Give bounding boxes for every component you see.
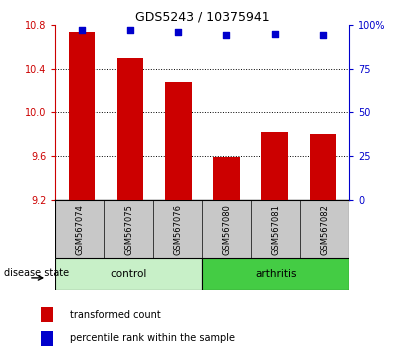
Text: transformed count: transformed count: [69, 310, 160, 320]
Text: GSM567080: GSM567080: [222, 204, 231, 255]
Text: arthritis: arthritis: [255, 269, 297, 279]
Text: GSM567074: GSM567074: [76, 204, 85, 255]
Point: [223, 33, 230, 38]
Bar: [41, 331, 53, 346]
Point: [79, 27, 85, 33]
Point: [175, 29, 182, 35]
Bar: [309, 134, 336, 200]
Point: [319, 33, 326, 38]
Bar: [69, 33, 95, 200]
Bar: [202, 258, 349, 290]
Point: [127, 27, 134, 33]
Bar: [261, 132, 288, 200]
Bar: [55, 258, 202, 290]
Text: GSM567076: GSM567076: [173, 204, 182, 255]
Text: percentile rank within the sample: percentile rank within the sample: [69, 333, 235, 343]
Bar: [213, 157, 240, 200]
Text: GSM567075: GSM567075: [125, 204, 134, 255]
Text: GSM567082: GSM567082: [320, 204, 329, 255]
Bar: [117, 58, 143, 200]
Point: [271, 31, 278, 36]
Text: GSM567081: GSM567081: [271, 204, 280, 255]
Bar: [41, 307, 53, 322]
Title: GDS5243 / 10375941: GDS5243 / 10375941: [135, 11, 270, 24]
Text: control: control: [111, 269, 147, 279]
Text: disease state: disease state: [4, 268, 69, 278]
Bar: [165, 82, 192, 200]
